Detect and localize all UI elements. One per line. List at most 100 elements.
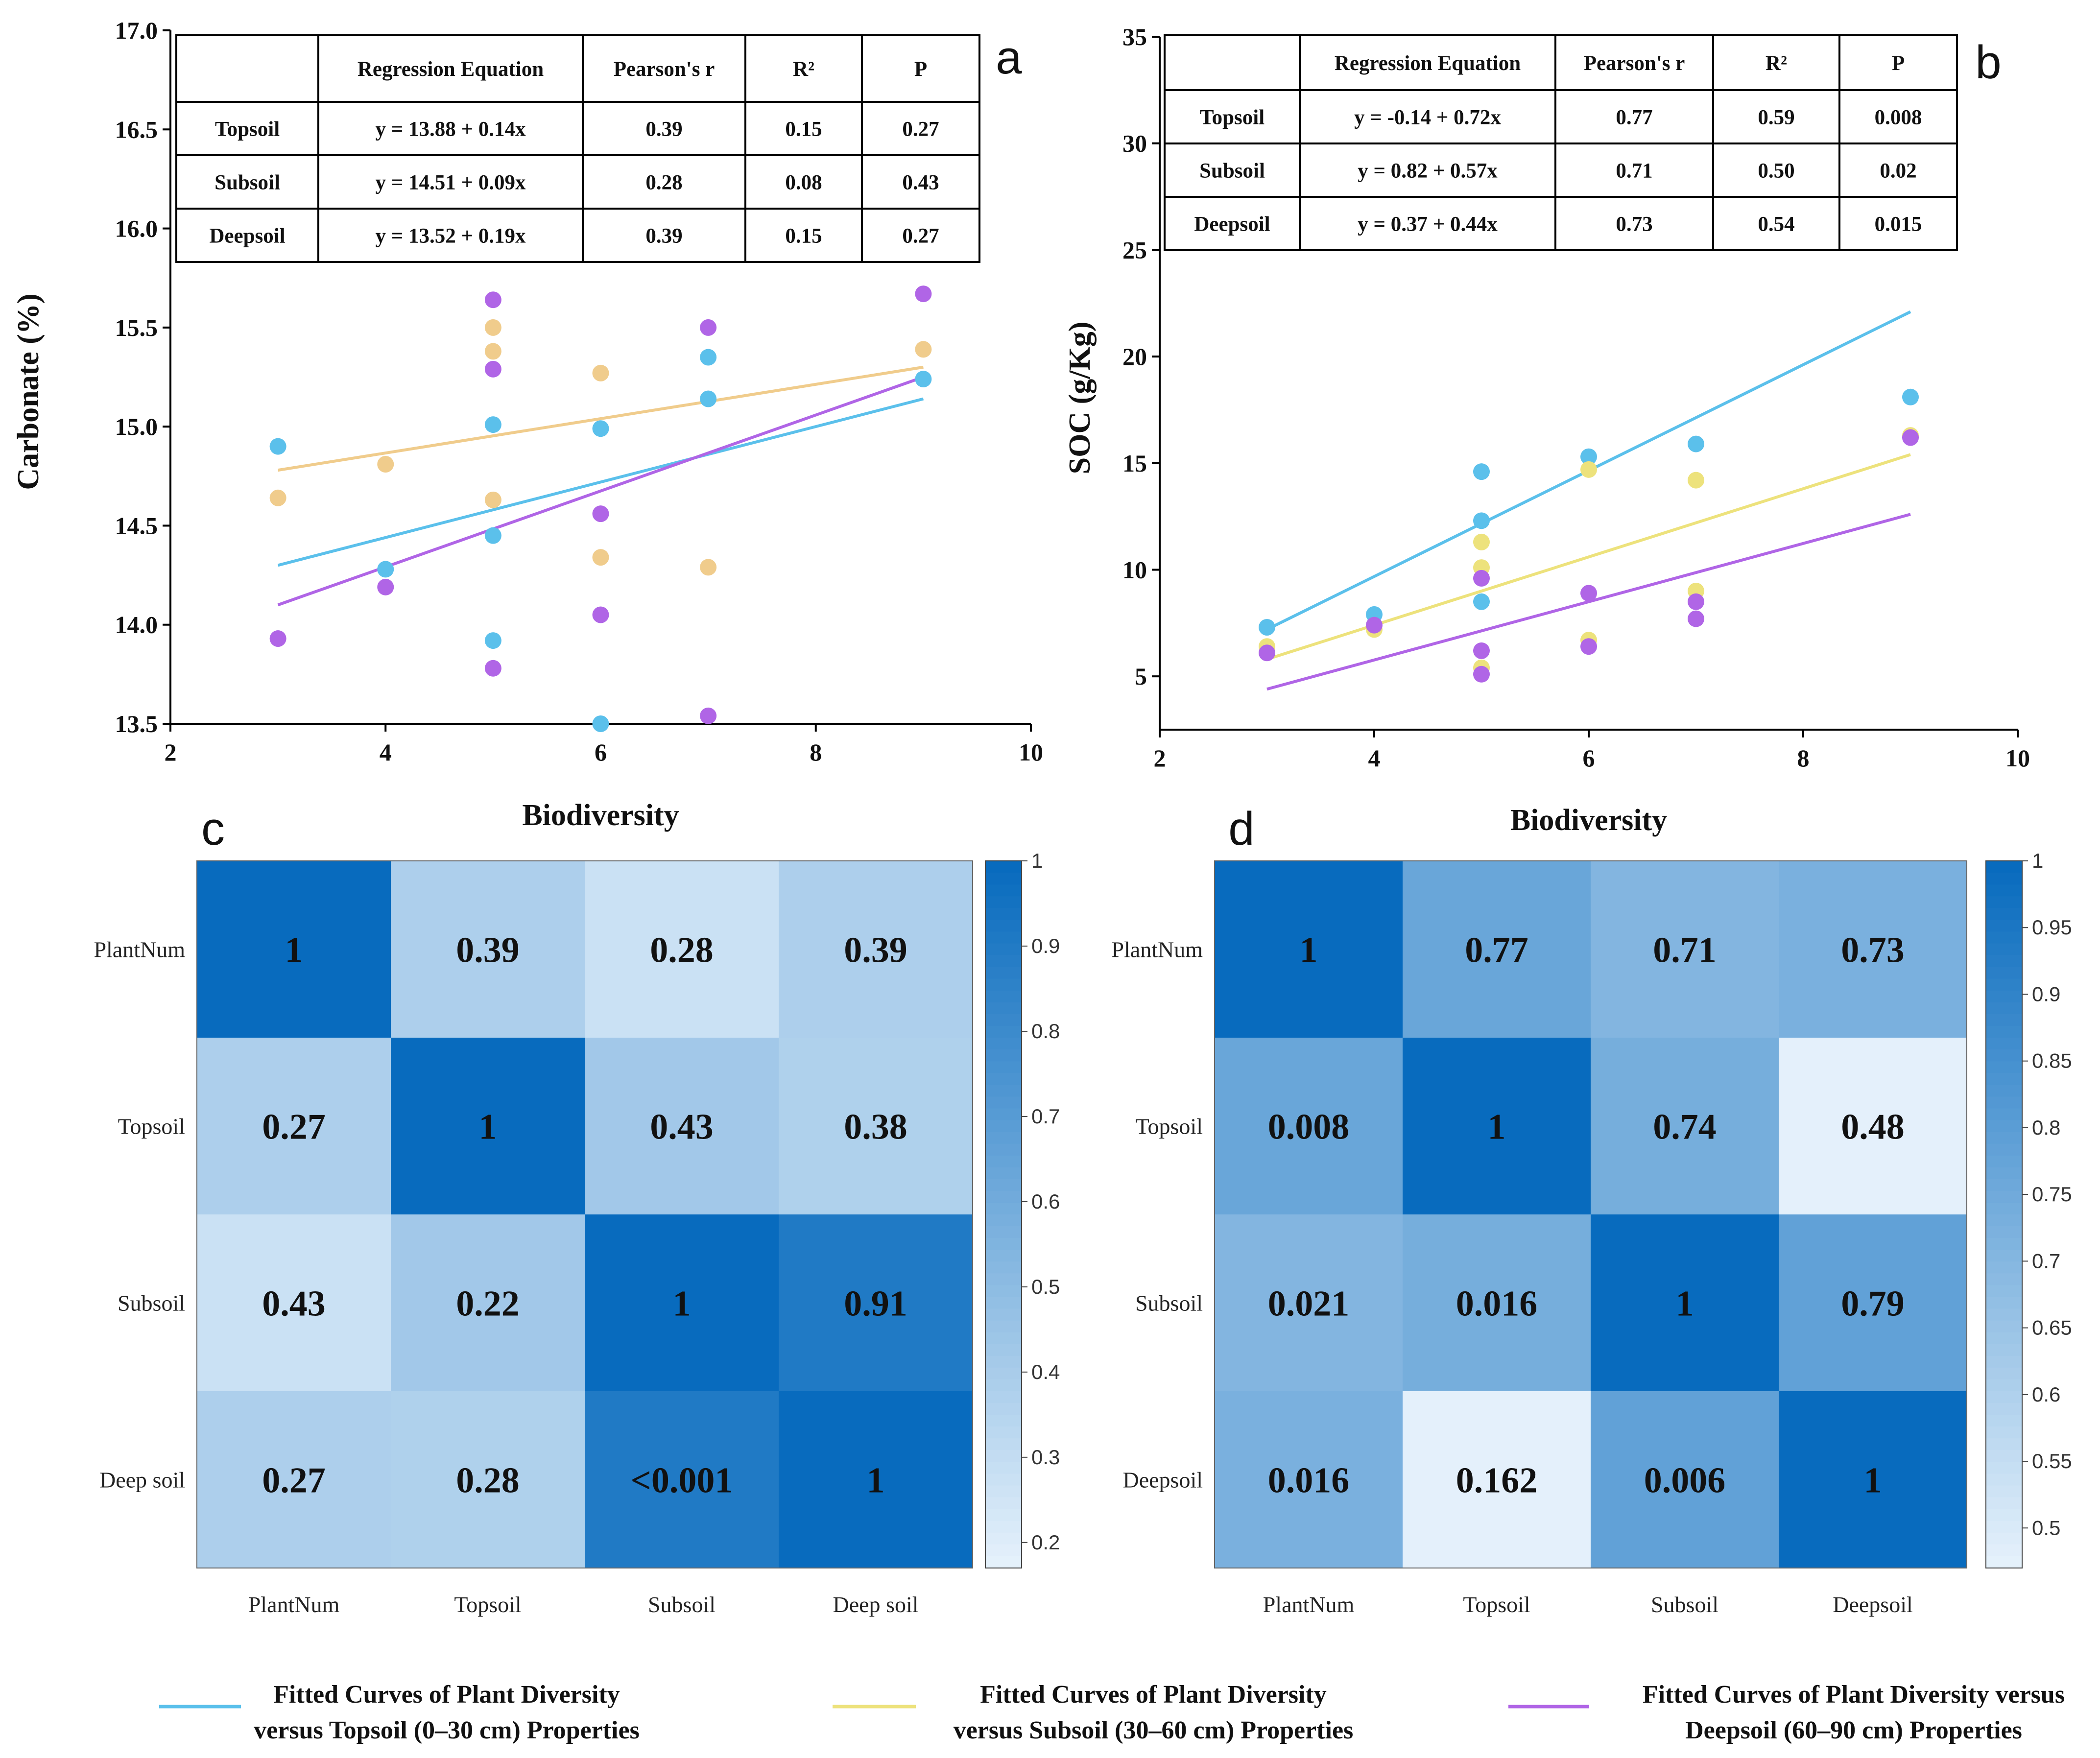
- heatmap-col-label: Subsoil: [648, 1592, 716, 1617]
- colorbar-segment: [985, 1108, 1022, 1121]
- heatmap-col-label: Topsoil: [454, 1592, 521, 1617]
- colorbar-segment: [985, 1297, 1022, 1309]
- colorbar-segment: [1986, 1485, 2022, 1498]
- colorbar-segment: [1986, 1497, 2022, 1510]
- heatmap-cell: [1403, 1391, 1591, 1568]
- table-value: Topsoil: [215, 118, 280, 141]
- heatmap-border: [1214, 860, 1967, 1568]
- colorbar-segment: [1986, 1450, 2022, 1463]
- data-point-topsoil: [592, 420, 609, 437]
- table-cell: [317, 208, 584, 263]
- table-cell: [175, 208, 319, 263]
- colorbar-segment: [985, 931, 1022, 944]
- heatmap-value: 1: [867, 1461, 885, 1501]
- heatmap-value: 1: [479, 1107, 497, 1147]
- data-point-subsoil: [377, 456, 394, 473]
- table-value: 0.015: [1875, 213, 1922, 236]
- heatmap-cell: [779, 1214, 973, 1392]
- colorbar-segment: [1986, 1250, 2022, 1262]
- table-value: 0.008: [1875, 106, 1922, 129]
- heatmap-value: 0.021: [1268, 1284, 1350, 1324]
- colorbar-segment: [1986, 1403, 2022, 1416]
- colorbar-segment: [1986, 896, 2022, 909]
- colorbar-segment: [1986, 1061, 2022, 1074]
- data-point-topsoil: [484, 632, 501, 649]
- colorbar-tick-label: 0.55: [2032, 1449, 2072, 1473]
- heatmap-cell: [585, 1038, 779, 1215]
- table-header: P: [1892, 52, 1905, 75]
- panel-label: c: [201, 803, 225, 855]
- colorbar-segment: [1986, 1014, 2022, 1026]
- colorbar-segment: [985, 896, 1022, 909]
- data-point-topsoil: [700, 349, 717, 366]
- colorbar-segment: [1986, 1367, 2022, 1380]
- table-cell: [1838, 196, 1958, 251]
- colorbar-segment: [1986, 1179, 2022, 1191]
- table-value: 0.15: [785, 118, 822, 141]
- y-tick-label: 17.0: [115, 17, 158, 44]
- data-point-deepsoil: [700, 319, 717, 336]
- colorbar-segment: [1986, 1273, 2022, 1286]
- table-cell: [1712, 143, 1840, 198]
- data-point-topsoil: [700, 390, 717, 407]
- colorbar-segment: [985, 1061, 1022, 1074]
- heatmap-value: 0.162: [1456, 1461, 1538, 1501]
- table-value: Deepsoil: [209, 225, 285, 248]
- heatmap-cell: [1215, 1038, 1403, 1215]
- colorbar-segment: [985, 1520, 1022, 1533]
- colorbar-segment: [985, 1155, 1022, 1168]
- heatmap-row-label: Subsoil: [1135, 1291, 1203, 1316]
- data-point-topsoil: [484, 416, 501, 433]
- colorbar-segment: [985, 955, 1022, 968]
- heatmap-value: 0.71: [1653, 930, 1717, 971]
- heatmap-row-label: Deep soil: [99, 1468, 185, 1493]
- x-tick-label: 6: [595, 738, 607, 766]
- heatmap-value: 0.27: [262, 1461, 326, 1501]
- table-header: R²: [1766, 52, 1787, 75]
- colorbar-segment: [985, 1485, 1022, 1498]
- x-tick-label: 10: [1019, 738, 1043, 766]
- heatmap-value: 0.43: [650, 1107, 714, 1147]
- table-cell: [1164, 34, 1301, 91]
- colorbar-segment: [985, 1238, 1022, 1251]
- colorbar-segment: [985, 1038, 1022, 1050]
- colorbar-segment: [1986, 861, 2022, 874]
- y-tick-label: 13.5: [115, 710, 158, 737]
- heatmap-value: 0.43: [262, 1284, 326, 1324]
- colorbar-segment: [1986, 978, 2022, 991]
- data-point-deepsoil: [592, 606, 609, 623]
- heatmap-cell: [197, 861, 391, 1038]
- data-point-deepsoil: [1366, 617, 1383, 634]
- colorbar-tick-label: 0.5: [1031, 1275, 1060, 1298]
- colorbar-segment: [1986, 920, 2022, 932]
- heatmap-value: 0.79: [1841, 1284, 1905, 1324]
- colorbar-segment: [985, 1179, 1022, 1191]
- colorbar-segment: [985, 1132, 1022, 1144]
- table-cell: [317, 154, 584, 210]
- fit-line-subsoil: [1266, 453, 1911, 661]
- table-value: 0.73: [1616, 213, 1652, 236]
- data-point-deepsoil: [592, 505, 609, 523]
- colorbar-segment: [985, 1403, 1022, 1416]
- heatmap-col-label: PlantNum: [248, 1592, 340, 1617]
- heatmap-cell: [585, 861, 779, 1038]
- colorbar-segment: [1986, 1038, 2022, 1050]
- data-point-deepsoil: [1580, 585, 1597, 602]
- heatmap-cell: [779, 1391, 973, 1568]
- colorbar-tick-label: 1: [2032, 849, 2043, 872]
- colorbar-segment: [1986, 1509, 2022, 1521]
- data-point-topsoil: [269, 438, 286, 455]
- heatmap-cell: [197, 1038, 391, 1215]
- data-point-topsoil: [915, 371, 932, 388]
- table-value: y = 13.52 + 0.19x: [375, 225, 526, 248]
- heatmap-row-label: Deepsoil: [1122, 1468, 1203, 1493]
- table-value: 0.43: [902, 171, 939, 194]
- heatmap-col-label: Deepsoil: [1833, 1592, 1913, 1617]
- heatmap-value: 0.91: [844, 1284, 907, 1324]
- colorbar-segment: [985, 978, 1022, 991]
- table-value: 0.15: [785, 225, 822, 248]
- table-cell: [861, 208, 980, 263]
- colorbar-segment: [985, 990, 1022, 1003]
- colorbar-segment: [1986, 1320, 2022, 1333]
- table-value: 0.39: [645, 225, 682, 248]
